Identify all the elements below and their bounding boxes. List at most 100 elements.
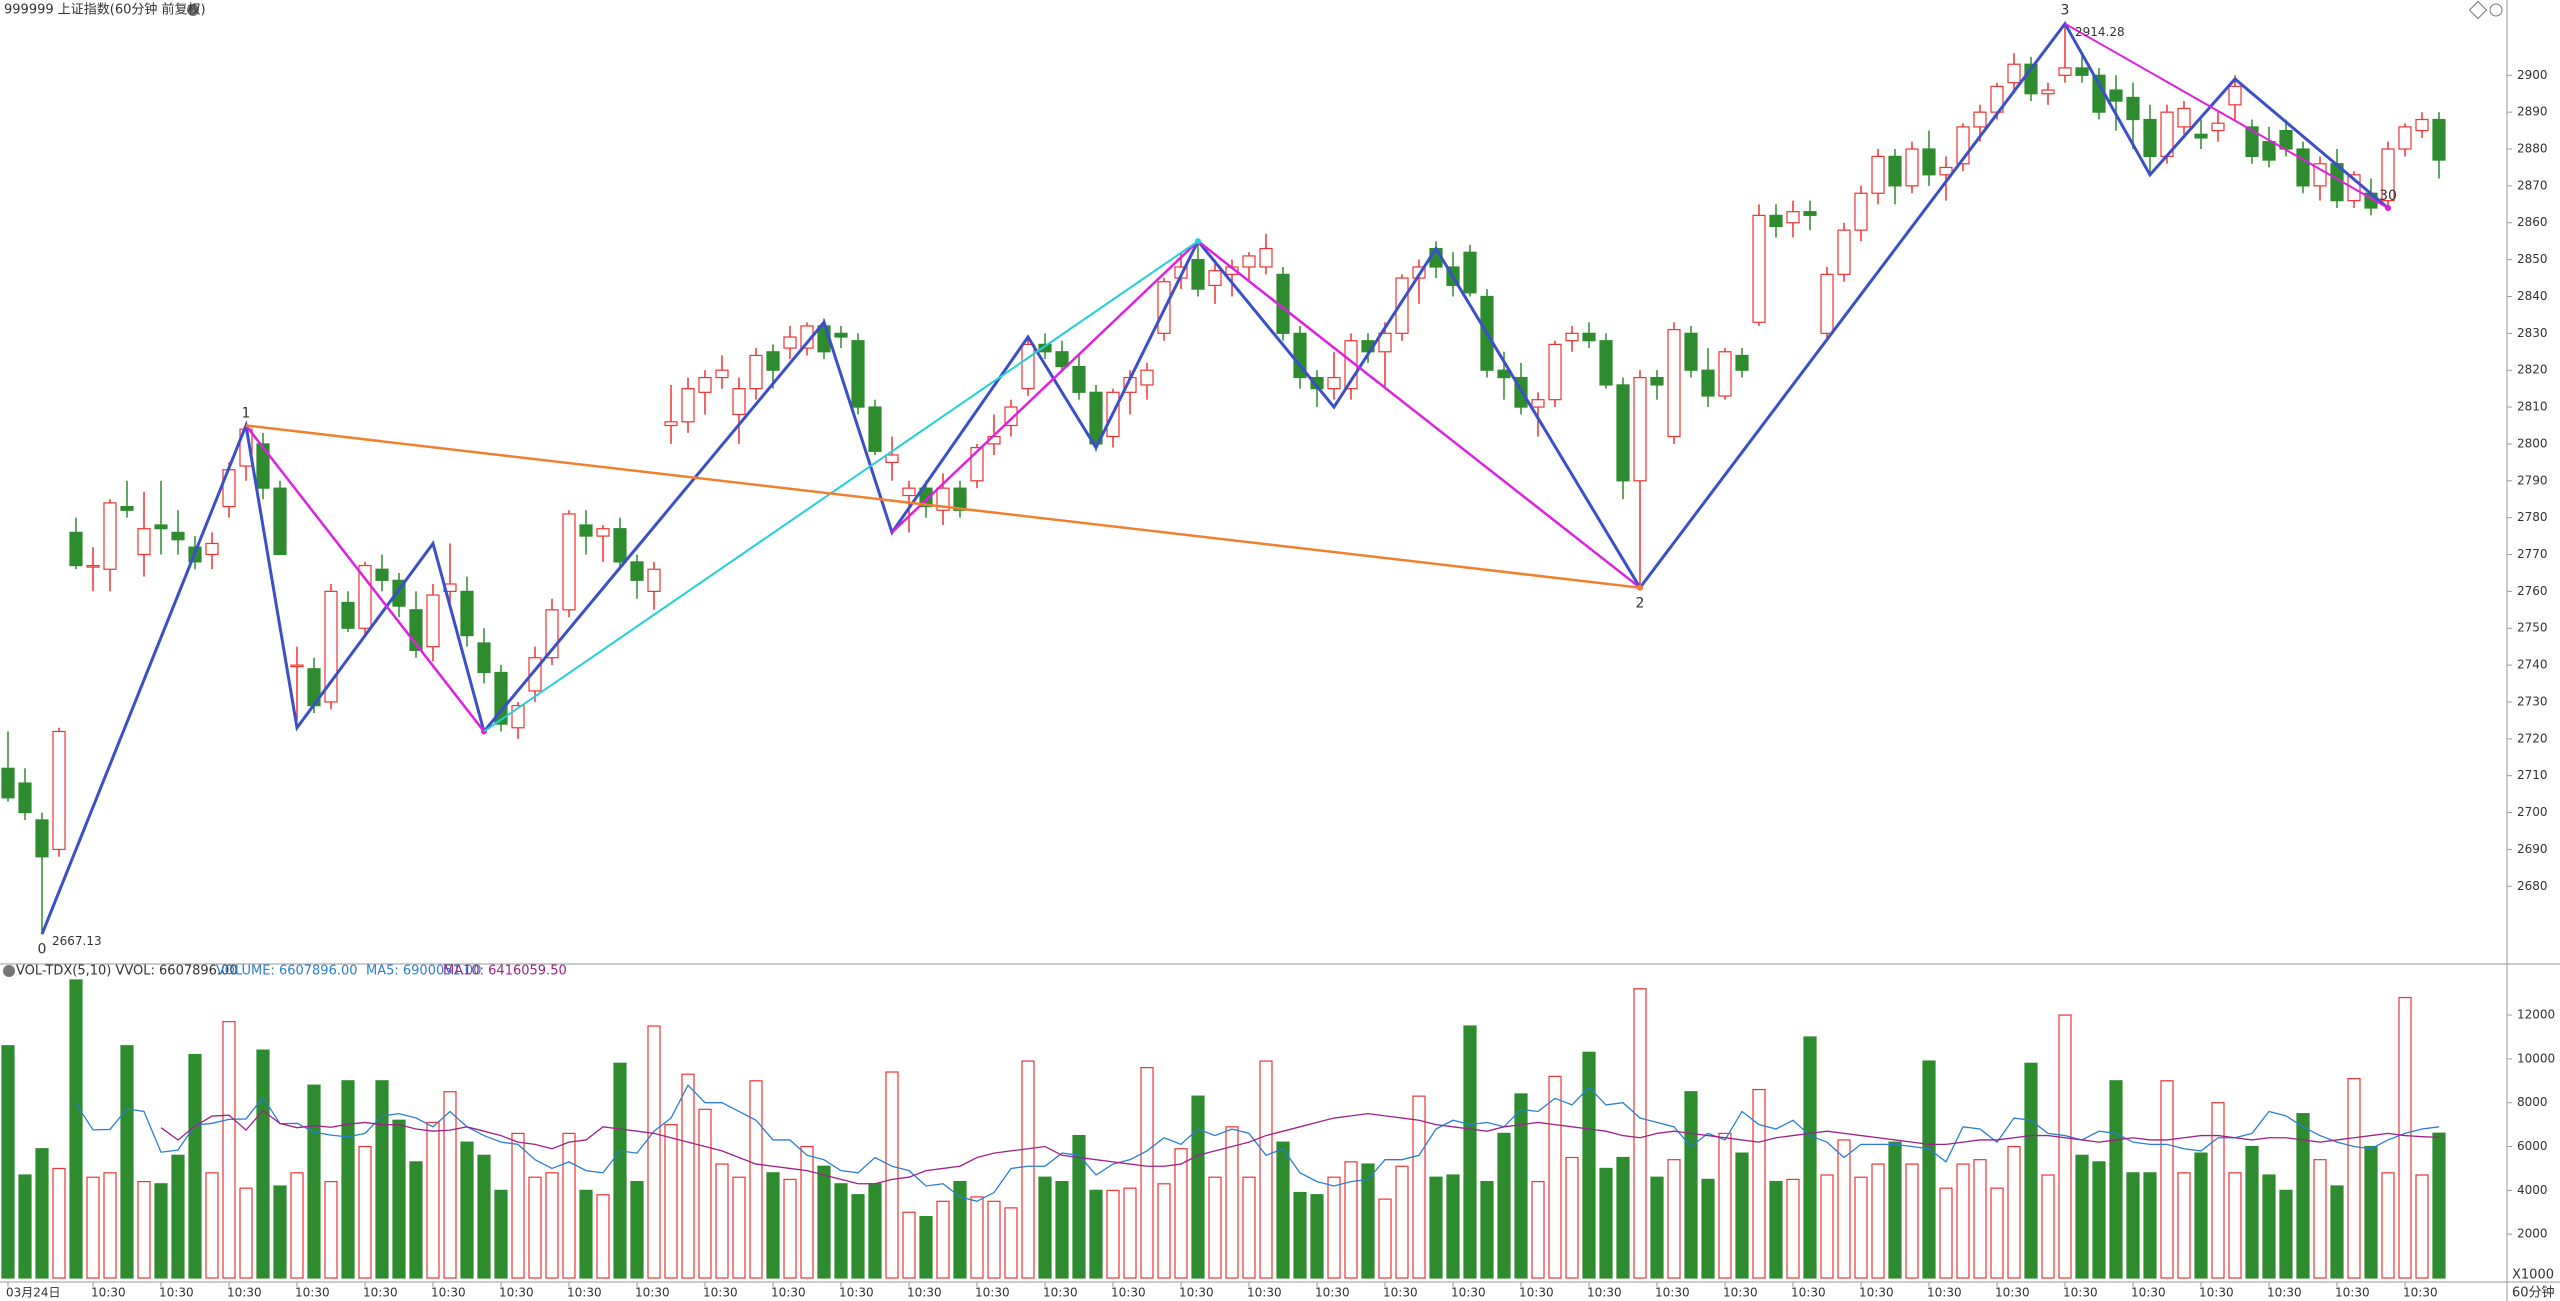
candle-body <box>1021 343 1035 390</box>
candle-body <box>2075 67 2089 76</box>
volume-bar <box>2211 1102 2225 1279</box>
volume-bar <box>1038 1176 1052 1279</box>
candle-body <box>2228 85 2242 106</box>
annotation: 30 <box>2379 188 2397 204</box>
candle-body <box>1582 332 1596 342</box>
volume-bar <box>2126 1172 2140 1279</box>
x-tick-label: 10:30 <box>1111 1286 1146 1300</box>
volume-bar <box>1531 1180 1545 1279</box>
window-icon[interactable] <box>2468 0 2488 20</box>
volume-bar <box>2075 1154 2089 1279</box>
y-tick-label: 2830 <box>2517 326 2548 340</box>
candle-body <box>35 819 49 858</box>
volume-bar <box>987 1200 1001 1279</box>
volume-bar <box>1735 1152 1749 1279</box>
volume-bar <box>647 1025 661 1279</box>
x-tick-label: 10:30 <box>2131 1286 2166 1300</box>
candle-body <box>1769 214 1783 228</box>
volume-bar <box>2432 1132 2446 1279</box>
volume-bar <box>443 1091 457 1279</box>
annotation: 2667.13 <box>52 934 102 948</box>
volume-bar <box>613 1062 627 1279</box>
legend-entry: MA10: 6416059.50 <box>443 964 567 979</box>
annotation: 0 <box>38 942 47 958</box>
menu-icon[interactable] <box>3 965 15 977</box>
volume-bar <box>2330 1185 2344 1279</box>
candle-body <box>290 664 304 668</box>
volume-bar <box>409 1161 423 1279</box>
candle-body <box>1718 351 1732 397</box>
candle-body <box>477 642 491 674</box>
volume-bar <box>290 1172 304 1279</box>
volume-bar <box>426 1121 440 1279</box>
candle-body <box>732 388 746 416</box>
candle-body <box>103 502 117 570</box>
candle-body <box>715 369 729 379</box>
volume-bar <box>1633 988 1647 1279</box>
volume-bar <box>2194 1152 2208 1279</box>
candle-body <box>1 767 15 799</box>
volume-bar <box>273 1185 287 1279</box>
x-tick-label: 10:30 <box>295 1286 330 1300</box>
volume-bar <box>1004 1207 1018 1279</box>
volume-bar <box>1378 1198 1392 1279</box>
candle-body <box>1633 376 1647 482</box>
volume-bar <box>817 1165 831 1279</box>
candle-body <box>1667 329 1681 438</box>
candle-body <box>2007 63 2021 84</box>
chart-title: 999999 上证指数(60分钟 前复权) <box>4 2 206 18</box>
volume-bar <box>902 1211 916 1279</box>
candle-body <box>2398 126 2412 150</box>
y-tick-label: 2880 <box>2517 142 2548 156</box>
volume-bar <box>919 1216 933 1279</box>
volume-bar <box>2262 1174 2276 1279</box>
volume-bar <box>239 1187 253 1279</box>
menu-icon[interactable] <box>187 4 199 16</box>
volume-bar <box>2160 1080 2174 1279</box>
x-tick-label: 10:30 <box>1587 1286 1622 1300</box>
volume-bar <box>1208 1176 1222 1279</box>
candle-body <box>86 564 100 568</box>
y-tick-label: 2890 <box>2517 105 2548 119</box>
volume-bar <box>1973 1159 1987 1279</box>
y-tick-label: 12000 <box>2517 1008 2555 1022</box>
volume-bar <box>1412 1095 1426 1279</box>
volume-bar <box>86 1176 100 1279</box>
x-tick-label: 10:30 <box>1859 1286 1894 1300</box>
volume-bar <box>953 1180 967 1279</box>
y-tick-label: 2750 <box>2517 621 2548 635</box>
volume-bar <box>732 1176 746 1279</box>
volume-bar <box>2058 1014 2072 1279</box>
candle-body <box>324 590 338 703</box>
y-tick-label: 2760 <box>2517 584 2548 598</box>
volume-bar <box>103 1172 117 1279</box>
volume-bar <box>664 1124 678 1279</box>
x-tick-label: 10:30 <box>1791 1286 1826 1300</box>
legend-entry: VOLUME: 6607896.00 <box>216 964 358 979</box>
candle-body <box>1038 343 1052 353</box>
x-tick-label: 10:30 <box>703 1286 738 1300</box>
candle-body <box>1259 247 1273 268</box>
trend-line <box>483 240 1199 733</box>
window-icon[interactable] <box>2489 3 2503 17</box>
volume-bar <box>511 1132 525 1279</box>
volume-bar <box>868 1183 882 1279</box>
volume-bar <box>2245 1145 2259 1279</box>
candle-body <box>2194 133 2208 139</box>
y-tick-label: 2710 <box>2517 768 2548 782</box>
volume-bar <box>1582 1051 1596 1279</box>
volume-bar <box>749 1080 763 1279</box>
volume-bar <box>154 1183 168 1279</box>
volume-bar <box>1599 1167 1613 1279</box>
volume-bar <box>1446 1174 1460 1279</box>
volume-bar <box>358 1145 372 1279</box>
candle-body <box>18 782 32 814</box>
volume-bar <box>1905 1163 1919 1279</box>
volume-bar <box>1939 1187 1953 1279</box>
y-tick-label: 2800 <box>2517 436 2548 450</box>
volume-bar <box>2364 1145 2378 1279</box>
volume-bar <box>341 1080 355 1279</box>
x-tick-label: 10:30 <box>839 1286 874 1300</box>
y-tick-label: 10000 <box>2517 1051 2555 1065</box>
volume-bar <box>2347 1078 2361 1279</box>
